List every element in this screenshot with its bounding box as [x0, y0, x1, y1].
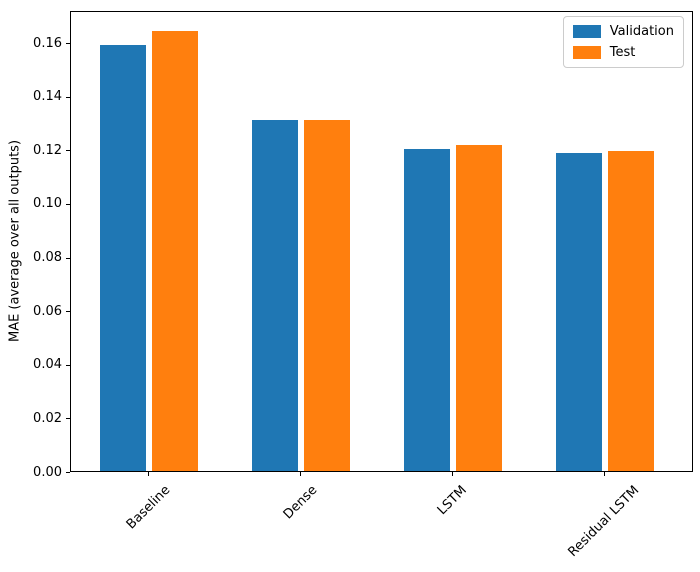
- y-tick-mark: [66, 150, 70, 152]
- y-tick-mark: [66, 418, 70, 420]
- x-tick-mark: [604, 472, 605, 476]
- legend-swatch-test: [572, 46, 601, 59]
- bar-test-dense: [303, 119, 350, 471]
- x-tick-mark: [452, 472, 453, 476]
- bar-test-baseline: [151, 31, 198, 471]
- plot-area: Validation Test: [70, 11, 693, 472]
- y-tick-label: 0.10: [33, 196, 62, 212]
- y-tick-mark: [66, 472, 70, 473]
- y-tick-mark: [66, 364, 70, 366]
- y-tick-mark: [66, 257, 70, 259]
- legend-swatch-validation: [572, 25, 601, 38]
- y-tick-label: 0.12: [33, 142, 62, 158]
- legend: Validation Test: [562, 16, 684, 68]
- x-tick-mark: [148, 472, 149, 476]
- legend-item: Validation: [572, 24, 674, 39]
- y-tick-label: 0.06: [33, 303, 62, 319]
- legend-label: Test: [609, 45, 636, 60]
- bar-validation-dense: [252, 119, 299, 471]
- x-tick-label: Dense: [280, 482, 320, 523]
- y-tick-label: 0.14: [33, 89, 62, 105]
- x-tick-label: Baseline: [123, 482, 173, 533]
- legend-label: Validation: [609, 24, 674, 39]
- y-tick-label: 0.08: [33, 250, 62, 266]
- x-tick-mark: [300, 472, 301, 476]
- bar-validation-baseline: [100, 44, 147, 471]
- y-tick-mark: [66, 311, 70, 313]
- y-tick-mark: [66, 43, 70, 45]
- x-tick-label: LSTM: [434, 483, 470, 519]
- y-tick-label: 0.16: [33, 35, 62, 51]
- y-tick-label: 0.00: [33, 464, 62, 480]
- y-tick-label: 0.02: [33, 410, 62, 426]
- legend-item: Test: [572, 45, 674, 60]
- y-tick-mark: [66, 203, 70, 205]
- y-tick-label: 0.04: [33, 357, 62, 373]
- bar-validation-lstm: [404, 148, 451, 471]
- bar-test-residual-lstm: [607, 150, 654, 471]
- y-tick-mark: [66, 96, 70, 98]
- bar-validation-residual-lstm: [556, 153, 603, 471]
- x-tick-label: Residual LSTM: [565, 483, 643, 560]
- bar-test-lstm: [455, 145, 502, 471]
